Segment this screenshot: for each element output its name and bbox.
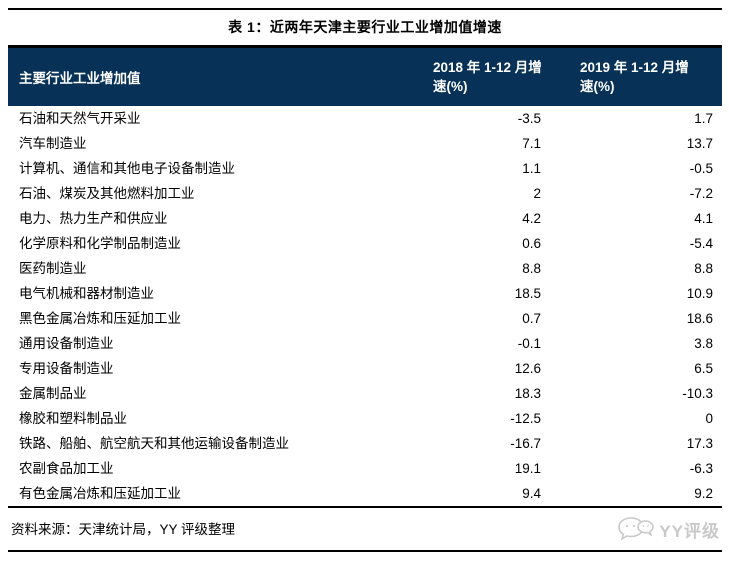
industry-cell: 金属制品业 <box>19 386 87 401</box>
y2018-value-cell: -3.5 <box>517 111 541 126</box>
table-title: 表 1：近两年天津主要行业工业增加值增速 <box>228 19 502 35</box>
industry-cell: 有色金属冶炼和压延加工业 <box>19 486 181 501</box>
column-header-2018-label: 2018 年 1-12 月增速(%) <box>433 60 542 94</box>
y2019-value-cell: 3.8 <box>694 336 713 351</box>
table-row: 铁路、船舶、航空航天和其他运输设备制造业 -16.7 17.3 <box>8 431 722 456</box>
industry-growth-table: 主要行业工业增加值 2018 年 1-12 月增速(%) 2019 年 1-12… <box>8 45 722 508</box>
y2018-value-cell: 2 <box>533 186 541 201</box>
y2019-value-cell: 6.5 <box>694 361 713 376</box>
industry-cell: 石油、煤炭及其他燃料加工业 <box>19 186 195 201</box>
column-header-industry-label: 主要行业工业增加值 <box>19 71 141 86</box>
table-row: 电力、热力生产和供应业 4.2 4.1 <box>8 206 722 231</box>
table-row: 石油和天然气开采业 -3.5 1.7 <box>8 106 722 131</box>
y2019-value-cell: 0 <box>705 411 713 426</box>
y2019-value-cell: -0.5 <box>689 161 713 176</box>
top-rule <box>8 8 722 10</box>
table-row: 专用设备制造业 12.6 6.5 <box>8 356 722 381</box>
y2019-value-cell: -7.2 <box>689 186 713 201</box>
industry-cell: 铁路、船舶、航空航天和其他运输设备制造业 <box>19 436 289 451</box>
y2019-value-cell: -6.3 <box>689 461 713 476</box>
industry-cell: 医药制造业 <box>19 261 87 276</box>
table-row: 金属制品业 18.3 -10.3 <box>8 381 722 406</box>
table-row: 化学原料和化学制品制造业 0.6 -5.4 <box>8 231 722 256</box>
table-row: 农副食品加工业 19.1 -6.3 <box>8 456 722 481</box>
y2019-value-cell: 4.1 <box>694 211 713 226</box>
column-header-industry: 主要行业工业增加值 <box>8 48 425 106</box>
y2019-value-cell: -5.4 <box>689 236 713 251</box>
y2018-value-cell: -0.1 <box>517 336 541 351</box>
table-row: 通用设备制造业 -0.1 3.8 <box>8 331 722 356</box>
industry-cell: 电气机械和器材制造业 <box>19 286 154 301</box>
y2018-value-cell: -12.5 <box>510 411 541 426</box>
industry-cell: 计算机、通信和其他电子设备制造业 <box>19 161 235 176</box>
table-row: 汽车制造业 7.1 13.7 <box>8 131 722 156</box>
y2019-value-cell: 18.6 <box>686 311 713 326</box>
column-header-2019: 2019 年 1-12 月增速(%) <box>548 48 722 106</box>
source-note: 资料来源：天津统计局，YY 评级整理 <box>11 522 236 537</box>
y2018-value-cell: 0.7 <box>522 311 541 326</box>
chat-bubbles-icon <box>618 516 655 541</box>
brand-watermark: YY评级 <box>615 507 720 552</box>
industry-cell: 通用设备制造业 <box>19 336 114 351</box>
y2019-value-cell: 9.2 <box>694 486 713 501</box>
industry-cell: 专用设备制造业 <box>19 361 114 376</box>
y2018-value-cell: 18.3 <box>514 386 541 401</box>
y2019-value-cell: 8.8 <box>694 261 713 276</box>
brand-name: YY评级 <box>659 522 720 541</box>
table-row: 计算机、通信和其他电子设备制造业 1.1 -0.5 <box>8 156 722 181</box>
column-header-2018: 2018 年 1-12 月增速(%) <box>425 48 548 106</box>
industry-cell: 橡胶和塑料制品业 <box>19 411 127 426</box>
industry-cell: 黑色金属冶炼和压延加工业 <box>19 311 181 326</box>
y2019-value-cell: -10.3 <box>682 386 713 401</box>
table-row: 石油、煤炭及其他燃料加工业 2 -7.2 <box>8 181 722 206</box>
table-row: 黑色金属冶炼和压延加工业 0.7 18.6 <box>8 306 722 331</box>
y2018-value-cell: 7.1 <box>522 136 541 151</box>
table-body: 石油和天然气开采业 -3.5 1.7 汽车制造业 7.1 13.7 计算机、通信和其他电子设… <box>8 106 722 506</box>
y2019-value-cell: 13.7 <box>686 136 713 151</box>
table-row: 医药制造业 8.8 8.8 <box>8 256 722 281</box>
table-row: 有色金属冶炼和压延加工业 9.4 9.2 <box>8 481 722 506</box>
footer: 资料来源：天津统计局，YY 评级整理 YY评级 <box>8 507 722 552</box>
y2018-value-cell: 4.2 <box>522 211 541 226</box>
y2018-value-cell: -16.7 <box>510 436 541 451</box>
industry-cell: 化学原料和化学制品制造业 <box>19 236 181 251</box>
y2018-value-cell: 12.6 <box>514 361 541 376</box>
y2019-value-cell: 17.3 <box>686 436 713 451</box>
industry-cell: 电力、热力生产和供应业 <box>19 211 168 226</box>
industry-cell: 汽车制造业 <box>19 136 87 151</box>
industry-cell: 农副食品加工业 <box>19 461 114 476</box>
y2019-value-cell: 10.9 <box>686 286 713 301</box>
y2018-value-cell: 8.8 <box>522 261 541 276</box>
industry-cell: 石油和天然气开采业 <box>19 111 141 126</box>
y2018-value-cell: 9.4 <box>522 486 541 501</box>
table-row: 电气机械和器材制造业 18.5 10.9 <box>8 281 722 306</box>
table-row: 橡胶和塑料制品业 -12.5 0 <box>8 406 722 431</box>
y2018-value-cell: 19.1 <box>514 461 541 476</box>
y2018-value-cell: 1.1 <box>522 161 541 176</box>
table-header-row: 主要行业工业增加值 2018 年 1-12 月增速(%) 2019 年 1-12… <box>8 48 722 106</box>
y2018-value-cell: 18.5 <box>514 286 541 301</box>
y2018-value-cell: 0.6 <box>522 236 541 251</box>
y2019-value-cell: 1.7 <box>694 111 713 126</box>
column-header-2019-label: 2019 年 1-12 月增速(%) <box>580 60 689 94</box>
